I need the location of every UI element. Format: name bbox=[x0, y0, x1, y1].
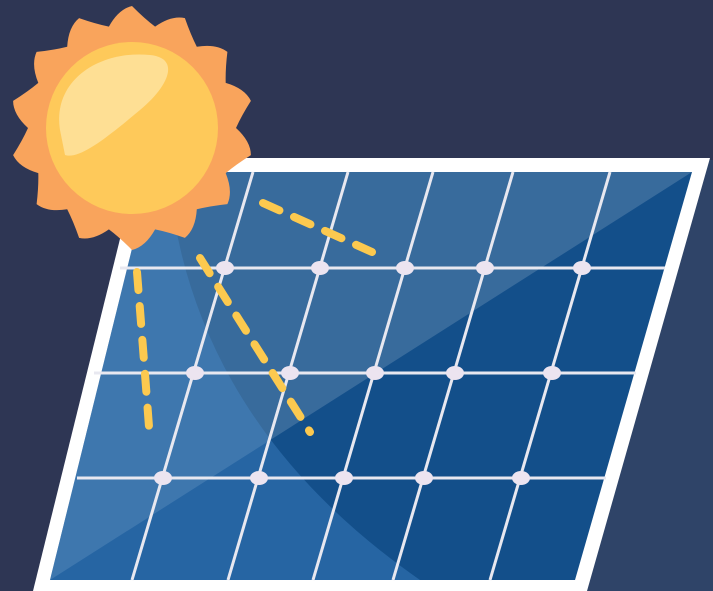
joint bbox=[281, 366, 299, 380]
joint bbox=[216, 261, 234, 275]
joint bbox=[366, 366, 384, 380]
joint bbox=[415, 471, 433, 485]
ray bbox=[133, 268, 154, 444]
grid-joints bbox=[154, 261, 591, 485]
ray bbox=[259, 199, 376, 256]
joint bbox=[311, 261, 329, 275]
joint bbox=[476, 261, 494, 275]
joint bbox=[543, 366, 561, 380]
joint bbox=[446, 366, 464, 380]
joint bbox=[512, 471, 530, 485]
sun-highlight bbox=[59, 54, 169, 156]
joint bbox=[250, 471, 268, 485]
sun-rays bbox=[133, 199, 376, 444]
joint bbox=[186, 366, 204, 380]
joint bbox=[396, 261, 414, 275]
joint bbox=[154, 471, 172, 485]
sun bbox=[13, 6, 251, 250]
joint bbox=[573, 261, 591, 275]
ray bbox=[196, 254, 314, 436]
joint bbox=[335, 471, 353, 485]
